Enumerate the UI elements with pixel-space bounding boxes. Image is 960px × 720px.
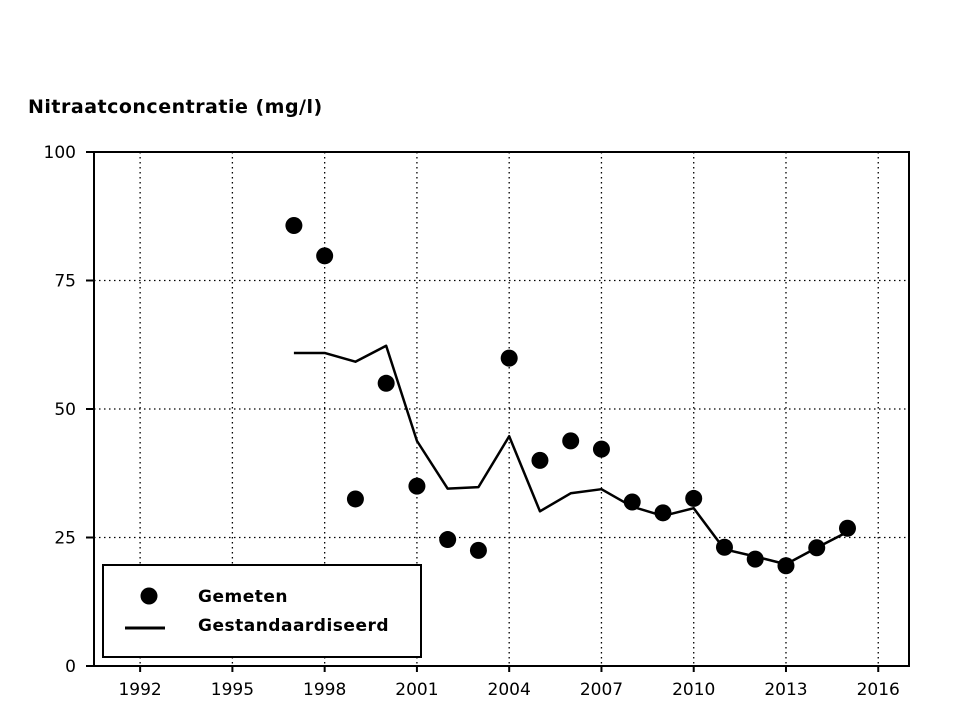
x-tick-label: 2010: [672, 680, 715, 700]
x-tick-label: 1995: [211, 680, 254, 700]
x-tick-label: 1998: [303, 680, 346, 700]
legend-box: [102, 564, 422, 658]
point-gemeten: [592, 440, 610, 458]
y-tick-label: 75: [54, 272, 76, 292]
grid-lines: [94, 152, 909, 666]
point-gemeten: [777, 557, 795, 575]
x-tick-label: 2007: [580, 680, 623, 700]
x-tick-label: 2001: [395, 680, 438, 700]
legend-marker-gemeten: [140, 587, 158, 605]
legend: Gemeten Gestandaardiseerd: [102, 564, 422, 658]
y-tick-label: 50: [54, 400, 76, 420]
axes: 1992 1995 1998 2001 2004 2007 2010 2013 2016 0 25 5…: [44, 143, 900, 700]
point-gemeten: [439, 531, 457, 549]
point-gemeten: [500, 349, 518, 367]
point-gemeten: [408, 477, 426, 495]
y-tick-label: 100: [44, 143, 76, 163]
point-gemeten: [469, 541, 487, 559]
point-gemeten: [623, 493, 641, 511]
series-gestandaardiseerd: [293, 344, 849, 566]
point-gemeten: [838, 519, 856, 537]
point-gemeten: [715, 538, 733, 556]
legend-label-gemeten: Gemeten: [198, 587, 288, 607]
x-tick-label: 2004: [488, 680, 531, 700]
point-gemeten: [685, 489, 703, 507]
legend-label-gestandaardiseerd: Gestandaardiseerd: [198, 616, 389, 636]
point-gemeten: [346, 490, 364, 508]
x-tick-label: 2016: [857, 680, 900, 700]
point-gemeten: [654, 504, 672, 522]
series-gemeten: [285, 217, 856, 575]
point-gemeten: [316, 247, 334, 265]
point-gemeten: [562, 432, 580, 450]
y-tick-label: 0: [65, 657, 76, 677]
point-gemeten: [531, 451, 549, 469]
chart-title: Nitraatconcentratie (mg/l): [28, 96, 323, 118]
y-tick-label: 25: [54, 529, 76, 549]
point-gemeten: [746, 550, 764, 568]
point-gemeten: [377, 374, 395, 392]
line-gestandaardiseerd: [293, 344, 849, 566]
x-tick-label: 1992: [118, 680, 161, 700]
point-gemeten: [285, 217, 303, 235]
x-tick-label: 2013: [764, 680, 807, 700]
point-gemeten: [808, 539, 826, 557]
